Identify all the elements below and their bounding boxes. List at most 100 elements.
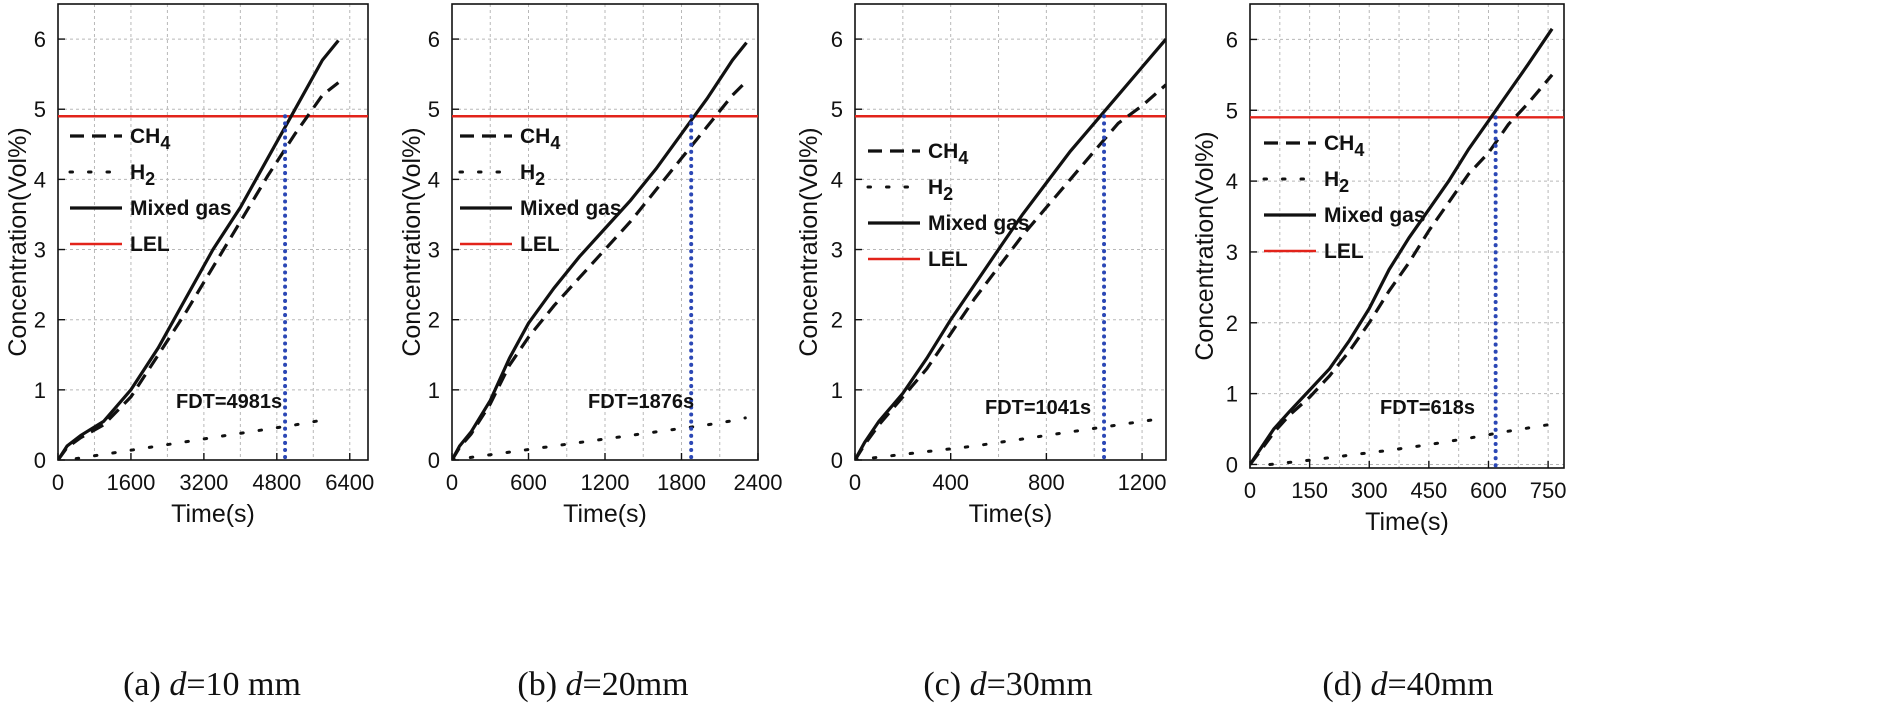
panel-caption: (b) d=20mm [517, 666, 688, 703]
series-ch4-line [452, 80, 748, 460]
x-tick-label: 800 [1028, 470, 1065, 495]
y-tick-label: 4 [34, 167, 46, 192]
y-tick-label: 3 [1226, 240, 1238, 265]
series-mixed-gas-line [58, 39, 340, 460]
x-tick-label: 2400 [734, 470, 783, 495]
y-tick-label: 4 [831, 167, 843, 192]
x-tick-label: 0 [446, 470, 458, 495]
x-tick-label: 1200 [581, 470, 630, 495]
y-tick-label: 1 [428, 378, 440, 403]
series-h2-line [74, 417, 329, 460]
legend-label-ch4: CH4 [520, 125, 560, 153]
y-tick-label: 5 [428, 97, 440, 122]
x-axis-label: Time(s) [969, 500, 1053, 528]
x-axis-label: Time(s) [563, 500, 647, 528]
series-mixed-gas-line [855, 38, 1166, 460]
y-tick-label: 4 [1226, 169, 1238, 194]
legend-label-h2: H2 [928, 176, 953, 204]
legend-label-ch4: CH4 [1324, 132, 1364, 160]
y-tick-label: 5 [831, 97, 843, 122]
legend-label-mixed-gas: Mixed gas [130, 197, 232, 220]
x-tick-label: 1600 [106, 470, 155, 495]
x-tick-label: 1200 [1118, 470, 1167, 495]
legend-label-lel: LEL [928, 248, 968, 271]
y-tick-label: 6 [428, 27, 440, 52]
y-tick-label: 3 [831, 238, 843, 263]
y-tick-label: 1 [1226, 382, 1238, 407]
series-mixed-gas-line [1250, 27, 1554, 466]
x-tick-label: 4800 [252, 470, 301, 495]
plot-frame [1249, 3, 1565, 469]
panel-caption: (a) d=10 mm [123, 666, 301, 703]
x-tick-label: 0 [1244, 478, 1256, 503]
fdt-label: FDT=4981s [176, 391, 282, 413]
y-tick-label: 1 [831, 378, 843, 403]
x-tick-label: 0 [52, 470, 64, 495]
series-h2-line [855, 416, 1166, 460]
x-tick-label: 1800 [657, 470, 706, 495]
x-tick-label: 750 [1530, 478, 1567, 503]
y-tick-label: 1 [34, 378, 46, 403]
legend-label-mixed-gas: Mixed gas [520, 197, 622, 220]
x-tick-label: 300 [1351, 478, 1388, 503]
y-tick-label: 3 [34, 238, 46, 263]
panel-caption: (c) d=30mm [923, 666, 1092, 703]
x-tick-label: 3200 [179, 470, 228, 495]
y-axis-label: Concentration(Vol%) [1191, 131, 1219, 360]
fdt-label: FDT=1041s [985, 397, 1091, 419]
y-tick-label: 0 [34, 448, 46, 473]
x-axis-label: Time(s) [171, 500, 255, 528]
y-axis-label: Concentration(Vol%) [795, 127, 823, 356]
x-tick-label: 0 [849, 470, 861, 495]
legend-label-lel: LEL [130, 233, 170, 256]
legend-label-ch4: CH4 [130, 125, 170, 153]
x-tick-label: 600 [1470, 478, 1507, 503]
y-tick-label: 5 [1226, 98, 1238, 123]
y-axis-label: Concentration(Vol%) [398, 127, 426, 356]
panel-caption: (d) d=40mm [1322, 666, 1493, 703]
legend-label-lel: LEL [1324, 240, 1364, 263]
y-tick-label: 4 [428, 167, 440, 192]
panel-a: 0 1600 3200 4800 6400 0 1 2 3 4 5 6 Time(s) Concentra… [4, 3, 374, 703]
plot-frame [854, 3, 1167, 461]
legend: CH4 H2 Mixed gas LEL [866, 140, 1030, 271]
legend-label-lel: LEL [520, 233, 560, 256]
y-tick-label: 2 [34, 308, 46, 333]
y-tick-label: 0 [831, 448, 843, 473]
x-axis-label: Time(s) [1365, 508, 1449, 536]
y-tick-label: 5 [34, 97, 46, 122]
legend-label-h2: H2 [130, 161, 155, 189]
panel-c: 0 400 800 1200 0 1 2 3 4 5 6 Time(s) Concentration(V… [795, 3, 1167, 703]
x-tick-label: 450 [1411, 478, 1448, 503]
y-tick-label: 3 [428, 238, 440, 263]
legend-label-h2: H2 [520, 161, 545, 189]
fdt-label: FDT=1876s [588, 391, 694, 413]
plot-frame [57, 3, 369, 461]
x-tick-label: 150 [1291, 478, 1328, 503]
fdt-label: FDT=618s [1380, 397, 1475, 419]
y-tick-label: 6 [831, 27, 843, 52]
panel-d: 0 150 300 450 600 750 0 1 2 3 4 5 6 Time(s) Concentrat… [1191, 3, 1567, 703]
series-ch4-line [855, 83, 1166, 460]
series-ch4-line [1250, 73, 1554, 466]
y-tick-label: 0 [1226, 452, 1238, 477]
x-tick-label: 600 [510, 470, 547, 495]
panel-b: 0 600 1200 1800 2400 0 1 2 3 4 5 6 Time(s) Concentrat… [398, 3, 783, 703]
series-h2-line [452, 416, 747, 460]
y-tick-label: 2 [831, 308, 843, 333]
legend-label-ch4: CH4 [928, 140, 968, 168]
y-axis-label: Concentration(Vol%) [4, 127, 32, 356]
x-tick-label: 400 [932, 470, 969, 495]
y-tick-label: 6 [1226, 27, 1238, 52]
legend: CH4 H2 Mixed gas LEL [1262, 132, 1426, 263]
y-tick-label: 2 [428, 308, 440, 333]
legend-label-mixed-gas: Mixed gas [1324, 204, 1426, 227]
legend-label-h2: H2 [1324, 168, 1349, 196]
series-h2-line [1268, 422, 1554, 466]
legend-label-mixed-gas: Mixed gas [928, 212, 1030, 235]
y-tick-label: 2 [1226, 311, 1238, 336]
y-tick-label: 6 [34, 27, 46, 52]
x-tick-label: 6400 [325, 470, 374, 495]
series-ch4-line [58, 81, 340, 460]
